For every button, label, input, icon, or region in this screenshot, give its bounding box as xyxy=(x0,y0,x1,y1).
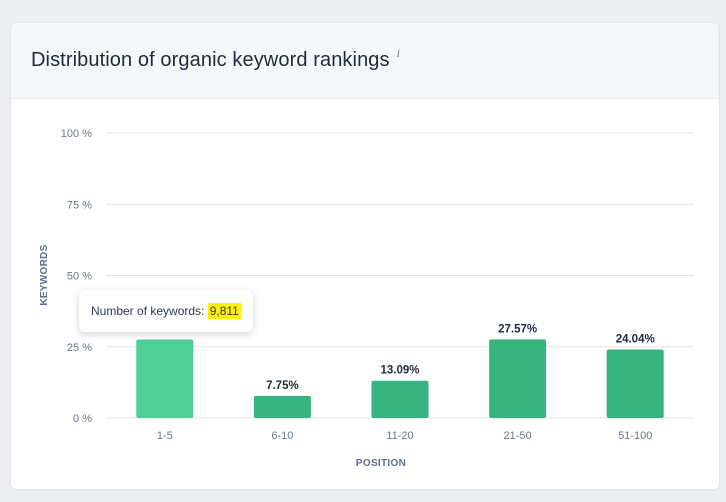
x-tick-label: 21-50 xyxy=(504,430,532,442)
bar[interactable] xyxy=(253,395,311,418)
y-axis-title: KEYWORDS xyxy=(39,244,50,305)
info-icon[interactable]: i xyxy=(396,46,400,60)
card-header: Distribution of organic keyword rankings… xyxy=(11,23,719,99)
bar-value-label: 24.04% xyxy=(616,333,655,345)
y-tick-label: 75 % xyxy=(67,199,92,211)
y-tick-label: 0 % xyxy=(73,413,92,425)
x-tick-label: 51-100 xyxy=(618,430,652,442)
bar-value-label: 27.57% xyxy=(498,323,537,335)
x-tick-label: 11-20 xyxy=(386,430,413,442)
chart-title: Distribution of organic keyword rankings xyxy=(31,49,390,71)
chart-tooltip: Number of keywords: 9,811 xyxy=(79,290,253,332)
x-axis-title: POSITION xyxy=(356,458,406,469)
tooltip-label: Number of keywords: xyxy=(91,304,205,318)
chart-card: Distribution of organic keyword rankings… xyxy=(10,22,720,490)
x-tick-label: 6-10 xyxy=(271,430,293,442)
bar[interactable] xyxy=(606,349,664,418)
bar[interactable] xyxy=(136,339,194,418)
bar[interactable] xyxy=(371,380,429,418)
tooltip-value: 9,811 xyxy=(207,303,241,319)
y-tick-label: 25 % xyxy=(67,342,92,354)
x-tick-label: 1-5 xyxy=(157,430,173,442)
bar[interactable] xyxy=(489,339,547,418)
bar-value-label: 7.75% xyxy=(266,380,299,392)
y-tick-label: 50 % xyxy=(67,271,92,283)
y-tick-label: 100 % xyxy=(61,128,92,140)
bar-value-label: 13.09% xyxy=(380,365,419,377)
